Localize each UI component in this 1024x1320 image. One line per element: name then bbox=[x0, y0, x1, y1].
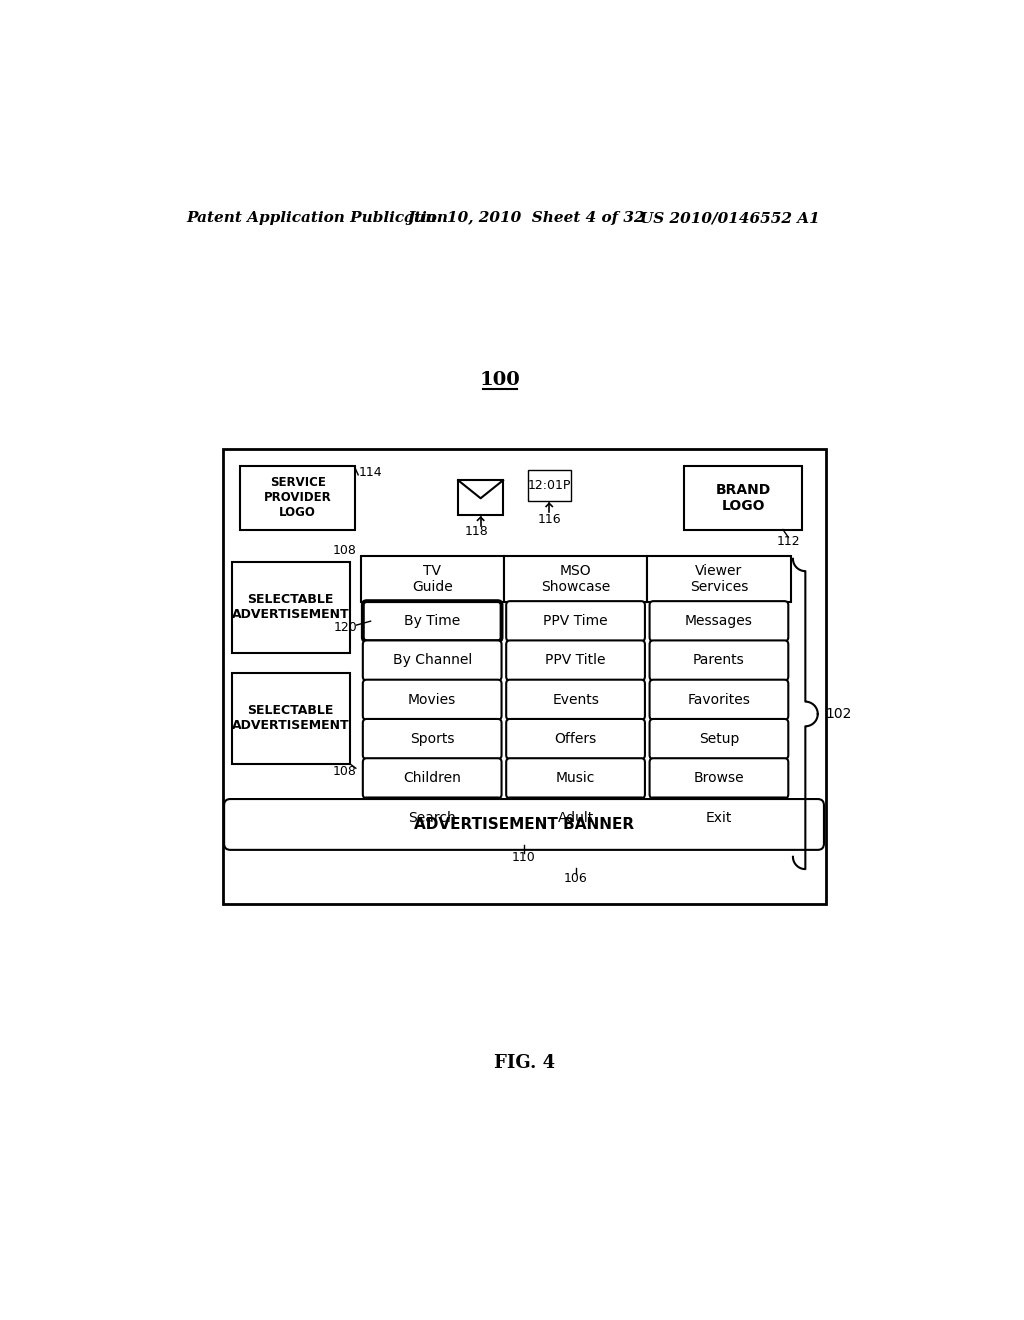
FancyBboxPatch shape bbox=[506, 640, 645, 681]
Text: SERVICE
PROVIDER
LOGO: SERVICE PROVIDER LOGO bbox=[264, 477, 332, 520]
Text: 120: 120 bbox=[334, 620, 357, 634]
Text: US 2010/0146552 A1: US 2010/0146552 A1 bbox=[640, 211, 819, 226]
Text: 114: 114 bbox=[359, 466, 383, 479]
FancyBboxPatch shape bbox=[506, 719, 645, 759]
FancyBboxPatch shape bbox=[222, 449, 825, 904]
Text: TV
Guide: TV Guide bbox=[412, 564, 453, 594]
Text: Jun. 10, 2010  Sheet 4 of 32: Jun. 10, 2010 Sheet 4 of 32 bbox=[407, 211, 645, 226]
Text: PPV Time: PPV Time bbox=[544, 614, 608, 628]
FancyBboxPatch shape bbox=[231, 562, 349, 653]
Text: Favorites: Favorites bbox=[687, 693, 751, 706]
Text: SELECTABLE
ADVERTISEMENT: SELECTABLE ADVERTISEMENT bbox=[232, 593, 349, 622]
Text: Music: Music bbox=[556, 771, 595, 785]
FancyBboxPatch shape bbox=[362, 601, 502, 642]
FancyBboxPatch shape bbox=[360, 556, 504, 602]
FancyBboxPatch shape bbox=[528, 470, 570, 502]
FancyBboxPatch shape bbox=[362, 758, 502, 799]
Text: PPV Title: PPV Title bbox=[546, 653, 606, 668]
Text: 100: 100 bbox=[479, 371, 520, 389]
FancyBboxPatch shape bbox=[504, 556, 647, 602]
FancyBboxPatch shape bbox=[241, 466, 355, 529]
Text: Adult: Adult bbox=[557, 810, 594, 825]
Text: MSO
Showcase: MSO Showcase bbox=[541, 564, 610, 594]
FancyBboxPatch shape bbox=[684, 466, 802, 529]
FancyBboxPatch shape bbox=[649, 601, 788, 642]
Text: Children: Children bbox=[403, 771, 461, 785]
FancyBboxPatch shape bbox=[506, 797, 645, 838]
Text: FIG. 4: FIG. 4 bbox=[495, 1055, 555, 1072]
FancyBboxPatch shape bbox=[649, 797, 788, 838]
FancyBboxPatch shape bbox=[649, 719, 788, 759]
Text: Patent Application Publication: Patent Application Publication bbox=[186, 211, 449, 226]
FancyBboxPatch shape bbox=[362, 640, 502, 681]
Text: 102: 102 bbox=[825, 708, 852, 721]
FancyBboxPatch shape bbox=[647, 556, 791, 602]
FancyBboxPatch shape bbox=[231, 673, 349, 763]
FancyBboxPatch shape bbox=[649, 758, 788, 799]
Text: By Time: By Time bbox=[404, 614, 461, 628]
Text: Offers: Offers bbox=[554, 733, 597, 746]
Text: SELECTABLE
ADVERTISEMENT: SELECTABLE ADVERTISEMENT bbox=[232, 704, 349, 733]
FancyBboxPatch shape bbox=[506, 601, 645, 642]
FancyBboxPatch shape bbox=[362, 680, 502, 719]
FancyBboxPatch shape bbox=[506, 758, 645, 799]
Text: By Channel: By Channel bbox=[392, 653, 472, 668]
Text: Events: Events bbox=[552, 693, 599, 706]
FancyBboxPatch shape bbox=[458, 480, 503, 515]
Text: 118: 118 bbox=[465, 525, 488, 539]
Text: Browse: Browse bbox=[693, 771, 744, 785]
FancyBboxPatch shape bbox=[649, 640, 788, 681]
Text: Messages: Messages bbox=[685, 614, 753, 628]
FancyBboxPatch shape bbox=[649, 680, 788, 719]
Text: 108: 108 bbox=[333, 544, 356, 557]
Text: BRAND
LOGO: BRAND LOGO bbox=[716, 483, 771, 513]
Text: Setup: Setup bbox=[698, 733, 739, 746]
Text: 12:01P: 12:01P bbox=[527, 479, 571, 492]
Text: Parents: Parents bbox=[693, 653, 744, 668]
Text: ADVERTISEMENT BANNER: ADVERTISEMENT BANNER bbox=[414, 817, 634, 832]
Text: 110: 110 bbox=[512, 851, 536, 865]
Text: 112: 112 bbox=[776, 536, 800, 548]
Text: Exit: Exit bbox=[706, 810, 732, 825]
FancyBboxPatch shape bbox=[224, 799, 824, 850]
Text: Movies: Movies bbox=[408, 693, 457, 706]
Text: 116: 116 bbox=[538, 513, 561, 527]
FancyBboxPatch shape bbox=[506, 680, 645, 719]
Text: Sports: Sports bbox=[410, 733, 455, 746]
FancyBboxPatch shape bbox=[362, 797, 502, 838]
Text: Viewer
Services: Viewer Services bbox=[690, 564, 749, 594]
Text: Search: Search bbox=[409, 810, 456, 825]
FancyBboxPatch shape bbox=[362, 719, 502, 759]
Text: 106: 106 bbox=[563, 871, 588, 884]
Text: 108: 108 bbox=[333, 764, 356, 777]
